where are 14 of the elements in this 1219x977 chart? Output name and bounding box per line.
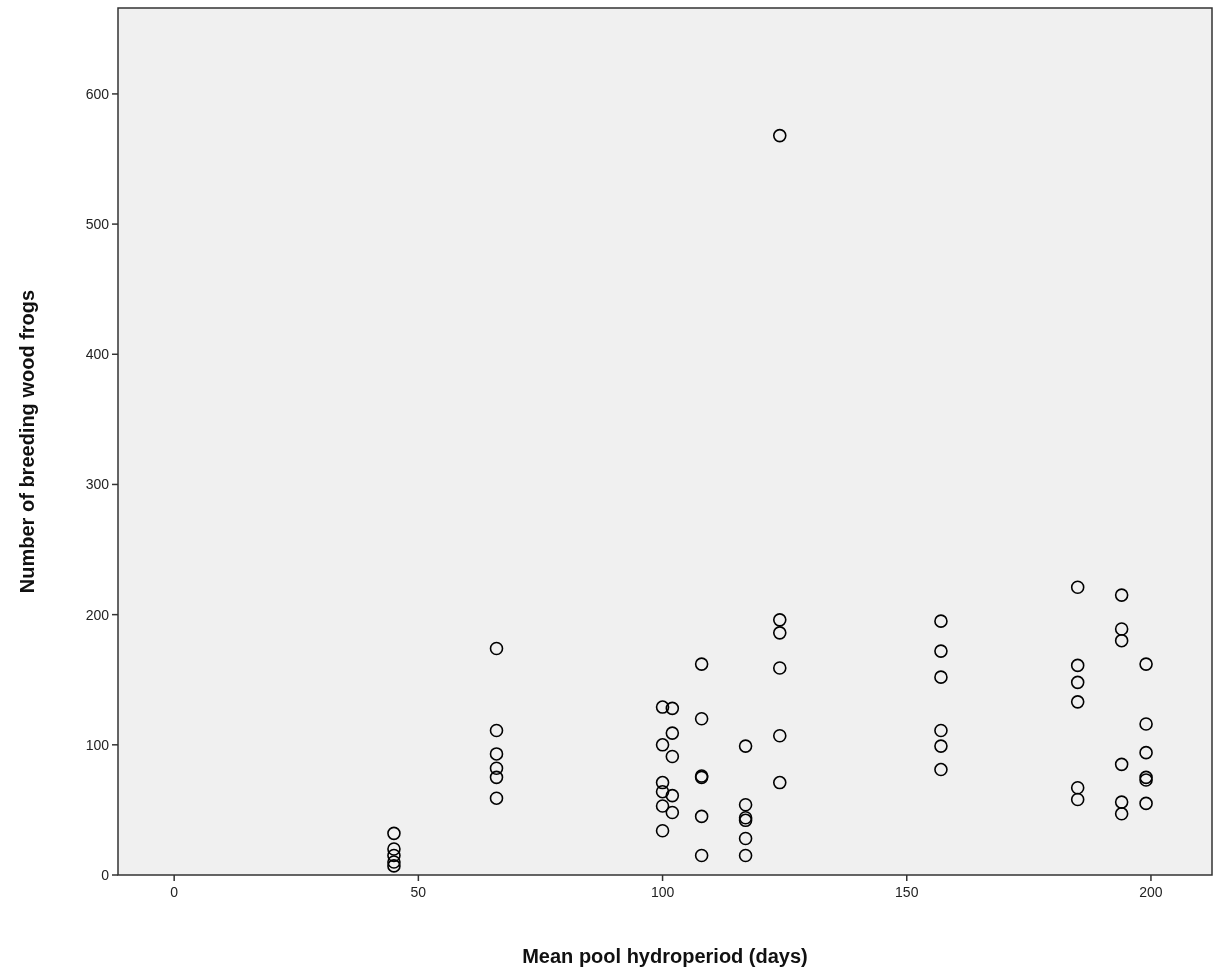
x-tick-label: 200 bbox=[1139, 884, 1163, 900]
x-tick-label: 50 bbox=[410, 884, 427, 900]
y-tick-label: 200 bbox=[85, 606, 110, 623]
y-tick-label: 500 bbox=[85, 216, 110, 233]
y-axis-title: Number of breeding wood frogs bbox=[16, 289, 38, 594]
x-tick-label: 0 bbox=[170, 884, 179, 900]
y-tick-label: 300 bbox=[85, 476, 110, 493]
y-tick-label: 600 bbox=[85, 85, 110, 102]
x-tick-label: 150 bbox=[895, 884, 919, 900]
x-axis-title: Mean pool hydroperiod (days) bbox=[522, 945, 808, 967]
x-tick-label: 100 bbox=[650, 884, 675, 900]
y-tick-label: 100 bbox=[85, 736, 110, 753]
y-tick-label: 0 bbox=[101, 867, 110, 883]
y-tick-label: 400 bbox=[85, 346, 110, 363]
